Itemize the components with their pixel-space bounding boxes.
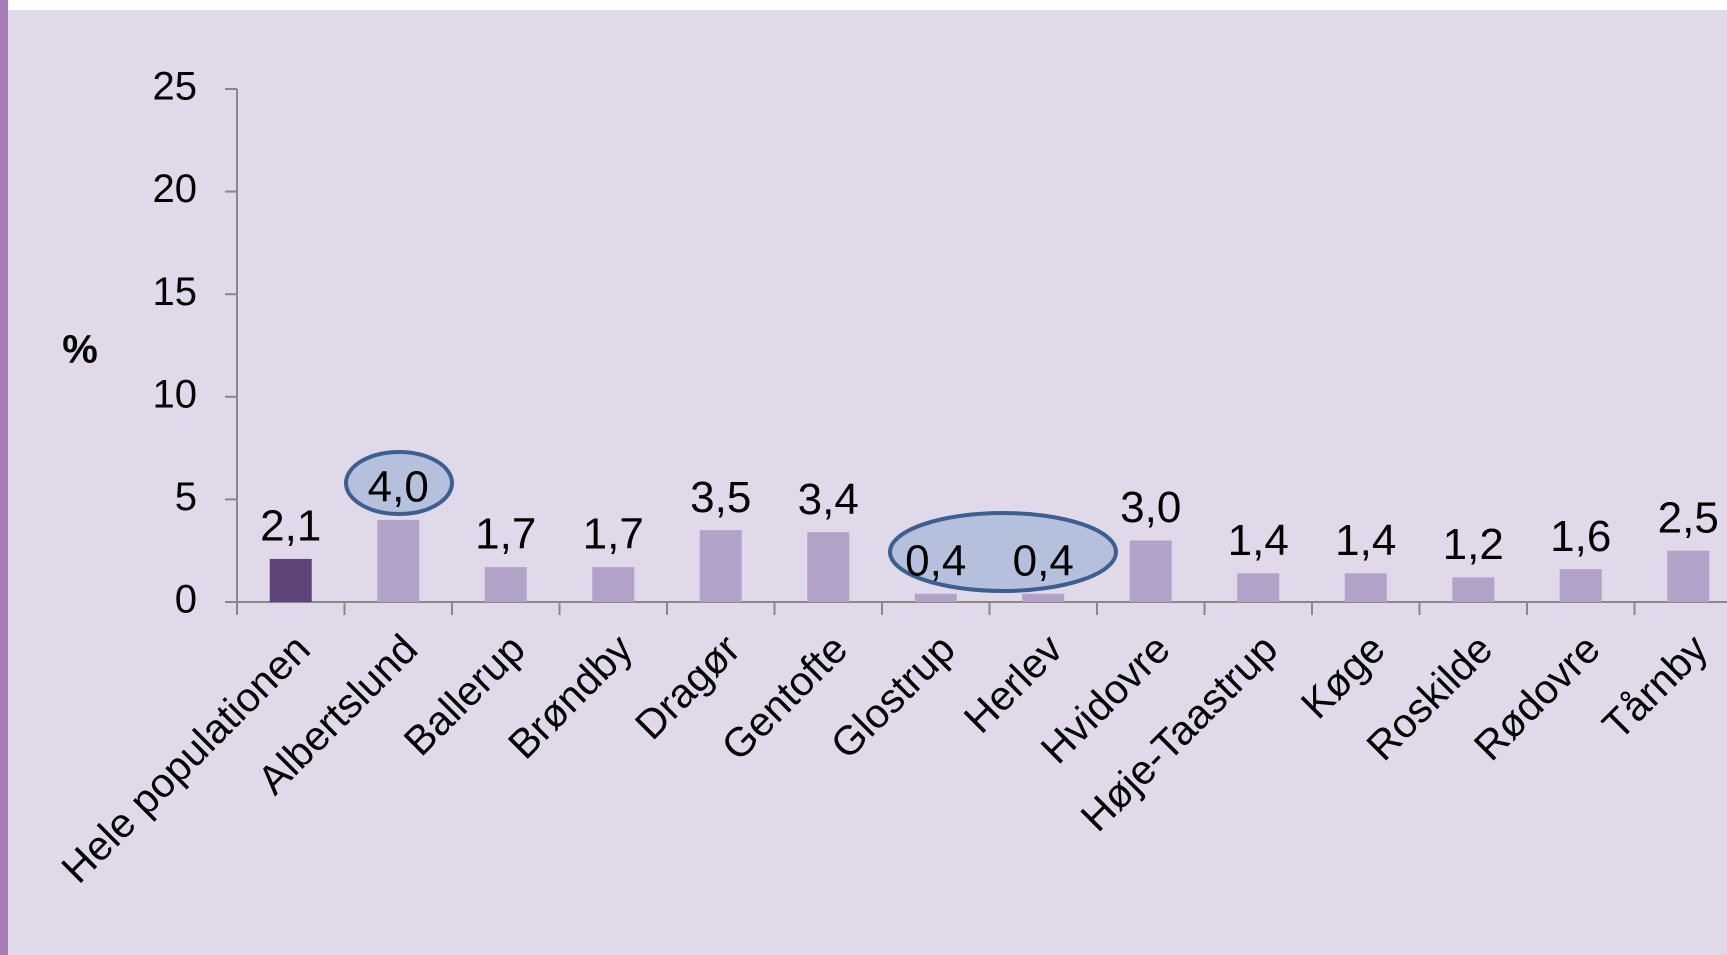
value-label: 1,7 (475, 510, 536, 559)
value-label: 3,5 (690, 473, 751, 522)
bar (699, 530, 742, 602)
highlight-ellipse (344, 450, 454, 516)
y-tick-label: 15 (153, 270, 198, 314)
value-label: 1,6 (1550, 512, 1611, 561)
bar (1452, 577, 1495, 602)
y-tick-label: 0 (175, 578, 197, 622)
bar (592, 567, 635, 602)
value-label: 4,0 (368, 463, 429, 512)
value-label: 3,0 (1120, 483, 1181, 532)
highlight-ellipse (888, 511, 1118, 593)
bar (1022, 593, 1065, 602)
value-label: 1,4 (1228, 516, 1289, 565)
bar (377, 519, 420, 602)
value-label: 0,4 (1013, 536, 1074, 585)
bar (1344, 573, 1387, 602)
bar (484, 567, 527, 602)
y-tick-label: 20 (153, 167, 198, 211)
value-label: 1,2 (1443, 520, 1504, 569)
y-axis-label: % (62, 328, 98, 372)
value-label: 2,1 (260, 502, 321, 551)
bar (1667, 550, 1710, 602)
bar (1129, 540, 1172, 602)
value-label: 1,4 (1335, 516, 1396, 565)
top-strip (0, 0, 1727, 10)
bar (807, 532, 850, 602)
bar (269, 558, 312, 602)
value-label: 0,4 (905, 536, 966, 585)
y-tick-label: 5 (175, 475, 197, 519)
y-tick-label: 25 (153, 65, 198, 109)
bar (1237, 573, 1280, 602)
bar (914, 593, 957, 602)
value-label: 3,4 (798, 475, 859, 524)
y-tick-label: 10 (153, 372, 198, 416)
left-strip (0, 0, 8, 955)
value-label: 2,5 (1658, 493, 1719, 542)
value-label: 1,7 (583, 510, 644, 559)
bar (1559, 569, 1602, 602)
